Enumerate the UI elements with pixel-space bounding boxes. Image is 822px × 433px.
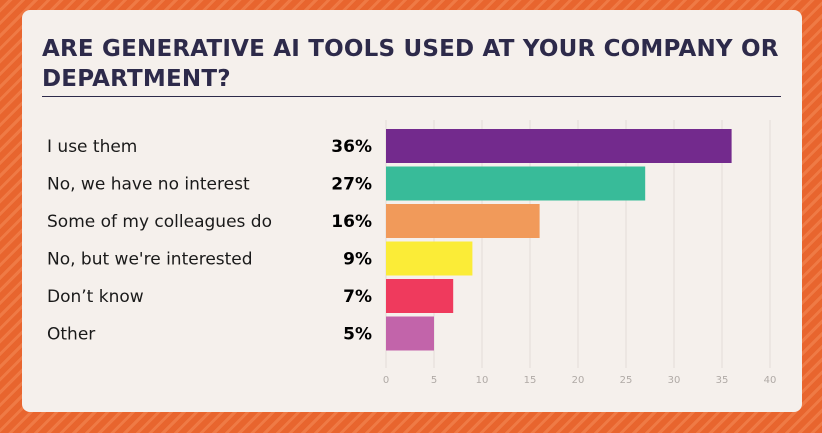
category-label: Don’t know bbox=[47, 287, 144, 307]
category-label: Some of my colleagues do bbox=[47, 212, 272, 232]
bar bbox=[386, 316, 434, 351]
value-label: 7% bbox=[343, 287, 372, 307]
value-label: 16% bbox=[331, 212, 372, 232]
category-labels: I use them No, we have no interest Some of… bbox=[47, 137, 272, 345]
x-tick-label: 0 bbox=[383, 375, 389, 386]
bar bbox=[386, 241, 473, 276]
bar bbox=[386, 279, 454, 313]
category-label: I use them bbox=[47, 137, 137, 157]
value-labels: 36% 27% 16% 9% 7% 5% bbox=[331, 137, 372, 345]
value-label: 9% bbox=[343, 250, 372, 270]
bar-chart: I use them No, we have no interest Some of… bbox=[47, 120, 777, 386]
category-label: Other bbox=[47, 325, 95, 345]
title-divider bbox=[42, 96, 781, 97]
bar bbox=[386, 166, 646, 201]
chart-card: ARE GENERATIVE AI TOOLS USED AT YOUR COM… bbox=[22, 10, 802, 412]
bar bbox=[386, 204, 540, 238]
category-label: No, but we're interested bbox=[47, 250, 253, 270]
x-tick-label: 40 bbox=[764, 375, 777, 386]
x-tick-label: 10 bbox=[476, 375, 489, 386]
chart-title: ARE GENERATIVE AI TOOLS USED AT YOUR COM… bbox=[42, 36, 779, 92]
x-tick-label: 30 bbox=[668, 375, 681, 386]
x-tick-label: 20 bbox=[572, 375, 585, 386]
x-tick-label: 25 bbox=[620, 375, 633, 386]
bars bbox=[386, 129, 732, 351]
x-tick-label: 35 bbox=[716, 375, 729, 386]
bar bbox=[386, 129, 732, 163]
x-axis-ticks: 0 5 10 15 20 25 30 35 40 bbox=[383, 375, 777, 386]
value-label: 36% bbox=[331, 137, 372, 157]
value-label: 5% bbox=[343, 325, 372, 345]
category-label: No, we have no interest bbox=[47, 175, 250, 195]
x-tick-label: 5 bbox=[431, 375, 437, 386]
value-label: 27% bbox=[331, 175, 372, 195]
x-tick-label: 15 bbox=[524, 375, 537, 386]
